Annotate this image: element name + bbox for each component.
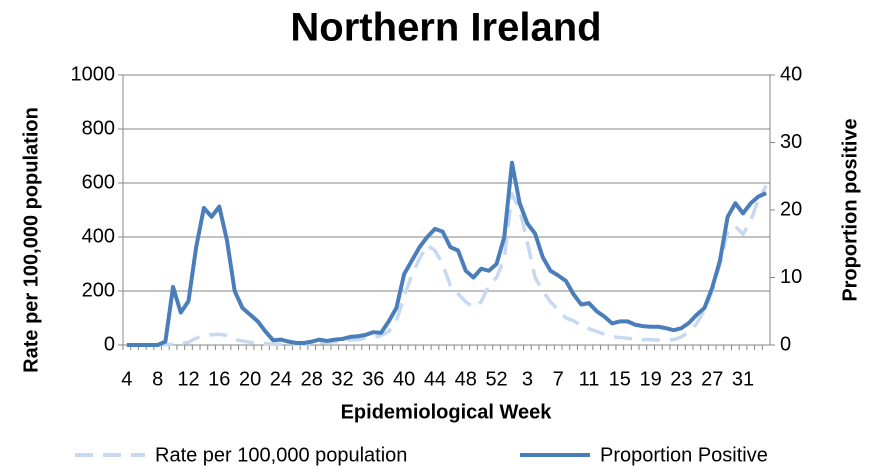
y2-tick-label: 0 <box>780 333 791 355</box>
y-tick-label: 600 <box>82 171 115 193</box>
x-tick-label: 40 <box>393 368 415 390</box>
x-axis-label: Epidemiological Week <box>341 401 553 423</box>
x-tick-label: 7 <box>553 368 564 390</box>
series-line <box>126 184 768 347</box>
y2-tick-label: 30 <box>780 131 802 153</box>
x-tick-label: 15 <box>609 368 631 390</box>
x-tick-label: 12 <box>177 368 199 390</box>
x-tick-label: 27 <box>701 368 723 390</box>
x-tick-label: 44 <box>424 368 446 390</box>
y2-axis-label: Proportion positive <box>839 118 861 301</box>
y2-tick-label: 40 <box>780 63 802 85</box>
chart-title: Northern Ireland <box>290 6 601 50</box>
x-tick-label: 36 <box>362 368 384 390</box>
y-tick-label: 400 <box>82 225 115 247</box>
series-line <box>126 160 767 347</box>
x-tick-label: 16 <box>208 368 230 390</box>
x-tick-label: 32 <box>331 368 353 390</box>
x-tick-label: 24 <box>270 368 292 390</box>
x-tick-label: 23 <box>670 368 692 390</box>
legend-label: Rate per 100,000 population <box>155 444 407 466</box>
x-tick-label: 28 <box>301 368 323 390</box>
y-tick-label: 800 <box>82 117 115 139</box>
y-axis-label: Rate per 100,000 population <box>20 107 42 373</box>
x-tick-label: 31 <box>732 368 754 390</box>
x-tick-label: 3 <box>522 368 533 390</box>
x-tick-label: 11 <box>579 368 600 390</box>
legend-label: Proportion Positive <box>600 444 768 466</box>
y-tick-label: 1000 <box>71 63 116 85</box>
y-tick-label: 0 <box>104 333 115 355</box>
x-tick-label: 52 <box>485 368 507 390</box>
x-tick-label: 48 <box>455 368 477 390</box>
x-tick-label: 19 <box>639 368 661 390</box>
x-tick-label: 8 <box>152 368 163 390</box>
x-tick-label: 20 <box>239 368 261 390</box>
x-tick-label: 4 <box>121 368 132 390</box>
y2-tick-label: 10 <box>780 266 802 288</box>
y2-tick-label: 20 <box>780 198 802 220</box>
y-tick-label: 200 <box>82 279 115 301</box>
